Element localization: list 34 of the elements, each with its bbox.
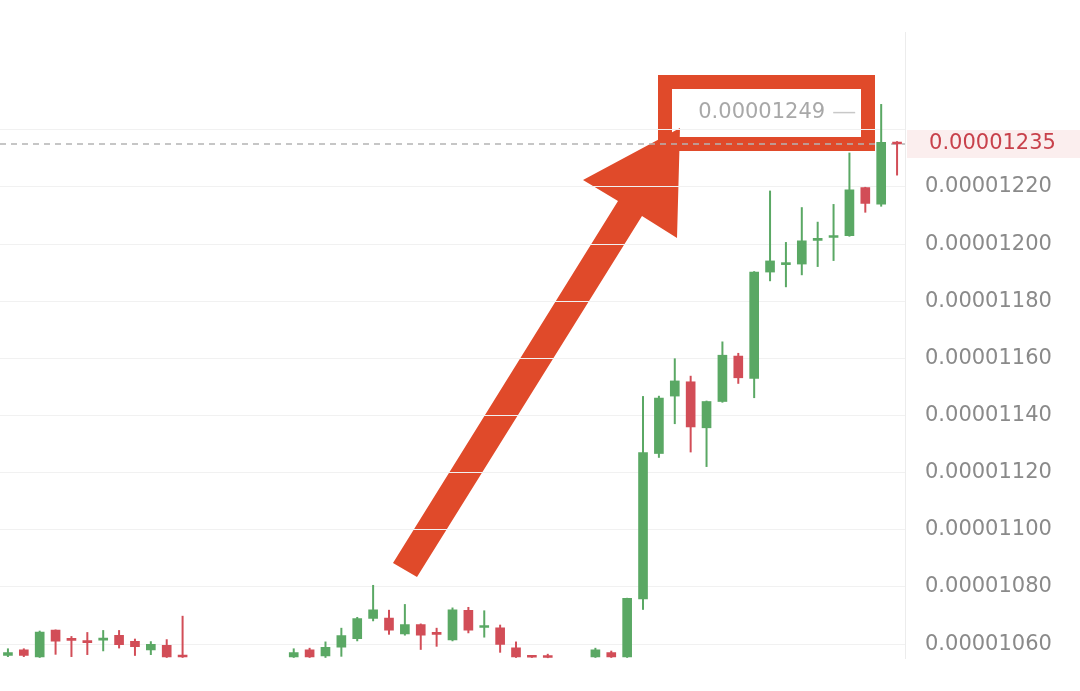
annotation: 0.00001249: [698, 99, 826, 124]
candlestick: [781, 241, 791, 289]
candlestick: [400, 603, 410, 637]
y-tick-label: 0.00001180: [925, 287, 1052, 312]
candlestick: [431, 626, 442, 648]
y-tick-label: 0.00001100: [925, 516, 1052, 541]
candlestick: [495, 623, 505, 654]
candlestick: [415, 622, 426, 651]
candlestick: [66, 635, 77, 658]
y-tick-label: 0.00001200: [925, 230, 1052, 255]
candlestick: [479, 609, 490, 639]
candlestick: [50, 628, 61, 656]
y-tick-label: 0.00001160: [925, 344, 1052, 369]
candlestick: [82, 631, 93, 656]
candlestick: [336, 626, 347, 658]
candlestick: [860, 185, 871, 214]
y-tick-label: 0.00001060: [925, 630, 1052, 655]
candlestick: [114, 629, 124, 650]
y-tick-label: 0.00001220: [925, 173, 1052, 198]
candlestick: [352, 615, 363, 643]
candlestick: [812, 220, 823, 268]
y-tick-label: 0.00001080: [925, 573, 1052, 598]
y-tick-label: 0.00001120: [925, 459, 1052, 484]
candlestick: [384, 608, 394, 636]
candlestick: [368, 583, 378, 623]
y-tick-label: 0.00001140: [925, 401, 1052, 426]
candlestick: [669, 357, 680, 426]
candlestick: [733, 351, 744, 385]
candlestick: [765, 189, 775, 283]
candlestick: [796, 206, 807, 277]
ref-line-label: 0.00001235: [929, 130, 1056, 155]
candlestick: [463, 605, 474, 635]
candlestick: [161, 638, 172, 659]
candlestick: [828, 203, 839, 262]
